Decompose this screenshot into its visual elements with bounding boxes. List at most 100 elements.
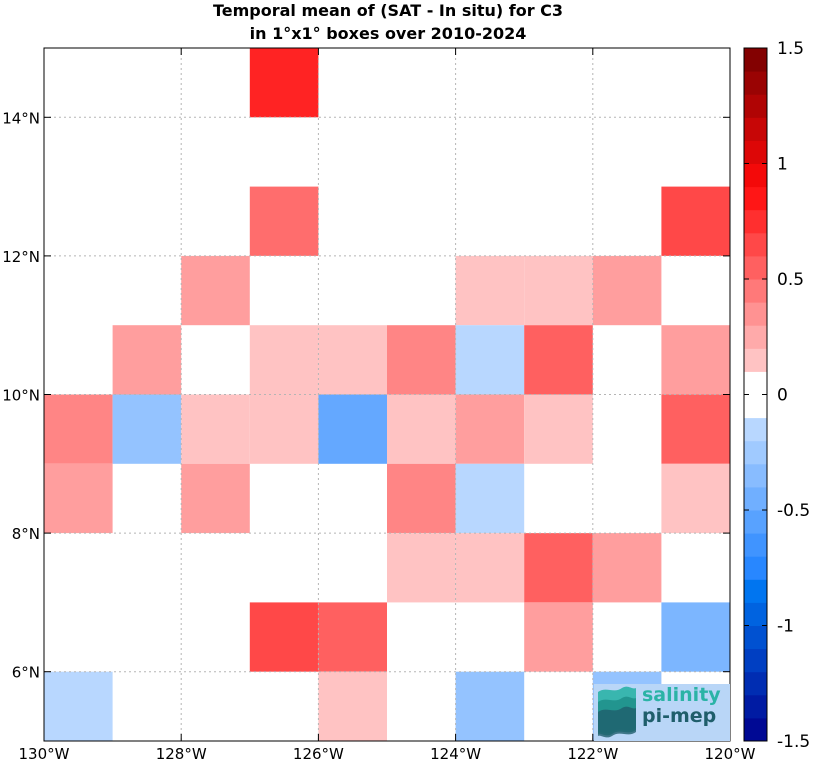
heatmap-cell	[592, 255, 662, 326]
logo-text-pi-mep: pi-mep	[642, 705, 716, 727]
heatmap-cell	[455, 325, 525, 395]
y-tick-label: 14°N	[2, 109, 40, 127]
heatmap-cell	[592, 533, 662, 603]
colorbar-tick-label: -1	[777, 617, 794, 637]
colorbar-step	[744, 463, 767, 488]
x-tick-label: 126°W	[293, 745, 344, 763]
colorbar-step	[744, 625, 767, 650]
y-tick-label: 8°N	[12, 525, 40, 543]
colorbar-step	[744, 556, 767, 580]
colorbar-step	[744, 440, 767, 465]
colorbar: 1.5 1 0.5 0 -0.5 -1 -1.5	[743, 39, 810, 752]
heatmap-cell	[524, 394, 593, 464]
y-tick-label: 10°N	[2, 387, 40, 405]
heatmap-cell	[249, 48, 319, 118]
colorbar-tick-label: 1	[777, 155, 788, 175]
heatmap-cell	[44, 394, 113, 464]
heatmap-cell	[387, 325, 456, 395]
colorbar-tick-label: 0	[777, 386, 788, 406]
colorbar-step	[744, 533, 767, 557]
heatmap-cell	[44, 671, 113, 741]
colorbar-step	[744, 671, 767, 696]
heatmap-cell	[661, 394, 730, 464]
colorbar-step	[744, 302, 767, 326]
heatmap-cell	[181, 463, 250, 534]
heatmap-cell	[661, 463, 730, 534]
heatmap-cell	[661, 602, 730, 672]
x-tick-label: 124°W	[430, 745, 481, 763]
colorbar-step	[744, 232, 767, 257]
x-tick-label: 122°W	[567, 745, 618, 763]
heatmap-cell	[387, 533, 456, 603]
colorbar-step	[744, 417, 767, 442]
colorbar-steps	[744, 48, 767, 742]
heatmap-cell	[524, 325, 593, 395]
colorbar-step	[744, 486, 767, 511]
colorbar-step	[744, 717, 767, 742]
heatmap-cell	[249, 325, 319, 395]
y-axis-ticks: 6°N 8°N 10°N 12°N 14°N	[2, 109, 730, 682]
heatmap-cell	[44, 463, 113, 534]
salinity-pi-mep-logo: salinity pi-mep	[594, 684, 730, 741]
colorbar-tick-label: 1.5	[777, 39, 804, 59]
colorbar-step	[744, 602, 767, 626]
heatmap-cell	[249, 602, 319, 672]
colorbar-tick-label: -0.5	[777, 501, 810, 521]
heatmap-cell	[661, 186, 730, 256]
heatmap-cell	[387, 463, 456, 534]
heatmap-cell	[524, 533, 593, 603]
colorbar-step	[744, 209, 767, 234]
x-tick-label: 128°W	[156, 745, 207, 763]
heatmap-cell	[318, 325, 387, 395]
heatmap-cell	[524, 602, 593, 672]
colorbar-step	[744, 510, 767, 534]
heatmap-cell	[318, 602, 387, 672]
x-tick-label: 130°W	[19, 745, 70, 763]
colorbar-step	[744, 579, 767, 603]
colorbar-step	[744, 163, 767, 188]
x-axis-ticks: 130°W 128°W 126°W 124°W 122°W 120°W	[19, 48, 756, 763]
heatmap-cell	[181, 394, 250, 464]
colorbar-step	[744, 394, 767, 419]
heatmap-cell	[455, 463, 525, 534]
colorbar-ticks: 1.5 1 0.5 0 -0.5 -1 -1.5	[744, 39, 810, 752]
colorbar-tick-label: -1.5	[777, 732, 810, 752]
colorbar-step	[744, 140, 767, 164]
heatmap-cell	[524, 255, 593, 326]
colorbar-step	[744, 648, 767, 673]
heatmap-cell	[318, 394, 387, 464]
heatmap-cell	[318, 671, 387, 741]
heatmap-cell	[181, 255, 250, 326]
heatmap-cell	[249, 394, 319, 464]
chart-title-line1: Temporal mean of (SAT - In situ) for C3	[213, 1, 563, 20]
colorbar-step	[744, 371, 767, 395]
heatmap-cell	[112, 325, 182, 395]
map-plot-area: 130°W 128°W 126°W 124°W 122°W 120°W 6°N 8°N 10°…	[2, 47, 756, 763]
heatmap-cell	[249, 186, 319, 256]
heatmap-cell	[455, 533, 525, 603]
x-tick-label: 120°W	[705, 745, 756, 763]
colorbar-step	[744, 117, 767, 141]
logo-text-salinity: salinity	[642, 684, 721, 706]
heatmap-cell	[455, 394, 525, 464]
chart-title-line2: in 1°x1° boxes over 2010-2024	[250, 24, 527, 43]
heatmap-cell	[661, 325, 730, 395]
heatmap-cell	[455, 671, 525, 741]
logo-waves-icon	[598, 686, 636, 738]
y-tick-label: 6°N	[12, 664, 40, 682]
colorbar-step	[744, 694, 767, 719]
colorbar-tick-label: 0.5	[777, 270, 804, 290]
colorbar-step	[744, 71, 767, 95]
heatmap-cell	[112, 394, 182, 464]
colorbar-step	[744, 186, 767, 211]
colorbar-step	[744, 48, 767, 72]
colorbar-step	[744, 348, 767, 372]
heatmap-cells	[44, 48, 730, 741]
heatmap-cell	[387, 394, 456, 464]
colorbar-step	[744, 325, 767, 349]
colorbar-step	[744, 255, 767, 280]
heatmap-cell	[455, 255, 525, 326]
colorbar-step	[744, 279, 767, 303]
y-tick-label: 12°N	[2, 248, 40, 266]
